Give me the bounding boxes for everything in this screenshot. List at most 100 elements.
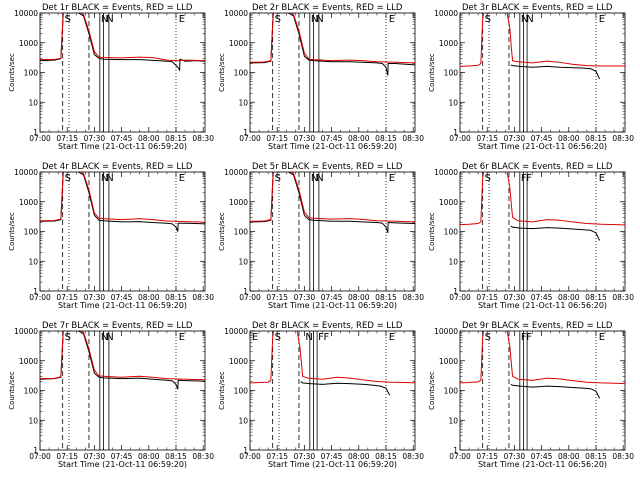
- marker-letter: E: [179, 332, 185, 343]
- x-tick-label: 08:30: [192, 452, 214, 461]
- marker-letter: E: [389, 332, 395, 343]
- lld-series-line: [460, 172, 625, 226]
- events-series-line: [40, 331, 205, 390]
- panel-title: Det 3r BLACK = Events, RED = LLD: [462, 3, 613, 13]
- marker-letter: E: [599, 332, 605, 343]
- panel-title: Det 8r BLACK = Events, RED = LLD: [252, 321, 403, 331]
- x-tick-label: 07:15: [56, 452, 78, 461]
- x-tick-label: 07:45: [321, 452, 343, 461]
- marker-lines: [272, 331, 387, 450]
- y-tick-label: 100: [24, 228, 39, 237]
- x-tick-label: 07:15: [476, 293, 498, 302]
- y-tick-label: 1000: [19, 357, 38, 366]
- y-tick-label: 10: [28, 416, 38, 425]
- marker-letter: E: [599, 14, 605, 25]
- marker-letter: F: [318, 332, 324, 343]
- x-tick-label: 07:15: [56, 293, 78, 302]
- x-axis-label: Start Time (21-Oct-11 06:59:20): [58, 301, 187, 310]
- y-tick-label: 10000: [14, 327, 38, 336]
- x-tick-label: 08:00: [138, 293, 160, 302]
- x-tick-label: 07:45: [531, 293, 553, 302]
- y-tick-label: 100: [444, 228, 459, 237]
- y-tick-label: 10000: [224, 168, 248, 177]
- x-axis-label: Start Time (21-Oct-11 06:59:20): [58, 460, 187, 469]
- marker-letter: N: [106, 332, 113, 343]
- y-tick-label: 1000: [229, 39, 248, 48]
- x-tick-label: 07:30: [294, 452, 316, 461]
- y-tick-label: 1000: [229, 198, 248, 207]
- x-tick-label: 07:45: [531, 452, 553, 461]
- y-tick-label: 10: [238, 416, 248, 425]
- lld-series-line: [250, 13, 415, 64]
- lld-series-line: [250, 331, 415, 384]
- marker-letter: N: [101, 173, 108, 184]
- lld-series-line: [40, 172, 205, 223]
- x-tick-label: 07:15: [266, 293, 288, 302]
- y-axis-label: Counts/sec: [428, 53, 436, 92]
- y-axis-label: Counts/sec: [8, 53, 16, 92]
- events-series-line: [510, 225, 601, 241]
- x-tick-label: 08:15: [585, 452, 607, 461]
- marker-lines: [272, 13, 387, 132]
- x-tick-label: 08:15: [165, 134, 187, 143]
- x-tick-label: 07:00: [239, 134, 261, 143]
- x-tick-label: 08:30: [612, 452, 634, 461]
- y-tick-label: 10: [448, 98, 458, 107]
- x-tick-label: 07:00: [29, 452, 51, 461]
- x-tick-label: 07:30: [504, 293, 526, 302]
- marker-letter: N: [311, 14, 318, 25]
- y-tick-label: 1000: [439, 198, 458, 207]
- y-tick-label: 10000: [14, 9, 38, 18]
- y-tick-label: 10: [28, 257, 38, 266]
- x-tick-label: 08:30: [612, 134, 634, 143]
- lld-series-line: [460, 13, 625, 67]
- x-tick-label: 07:15: [56, 134, 78, 143]
- x-tick-label: 07:00: [239, 452, 261, 461]
- marker-lines: [62, 331, 177, 450]
- x-tick-label: 08:15: [375, 452, 397, 461]
- marker-letter: N: [106, 173, 113, 184]
- marker-letter: S: [275, 14, 281, 25]
- x-tick-label: 07:15: [266, 452, 288, 461]
- x-tick-label: 07:00: [29, 293, 51, 302]
- y-tick-label: 1: [33, 128, 38, 137]
- x-axis-label: Start Time (21-Oct-11 06:56:20): [478, 142, 607, 151]
- x-tick-label: 08:00: [558, 452, 580, 461]
- x-tick-label: 07:45: [111, 293, 133, 302]
- y-tick-label: 10000: [14, 168, 38, 177]
- x-tick-label: 08:00: [558, 293, 580, 302]
- x-tick-label: 08:00: [348, 134, 370, 143]
- y-tick-label: 1000: [229, 357, 248, 366]
- x-tick-label: 08:00: [348, 452, 370, 461]
- marker-letter: E: [389, 14, 395, 25]
- x-tick-label: 08:00: [138, 452, 160, 461]
- y-axis-label: Counts/sec: [8, 371, 16, 410]
- x-tick-label: 07:30: [84, 134, 106, 143]
- marker-letter: E: [599, 173, 605, 184]
- y-tick-label: 10: [448, 416, 458, 425]
- detector-panel-9: Det 9r BLACK = Events, RED = LLD 1 10 100 10…: [428, 321, 634, 469]
- y-tick-label: 10: [238, 257, 248, 266]
- lld-series-line: [40, 13, 205, 62]
- x-tick-label: 07:00: [449, 452, 471, 461]
- y-tick-label: 1: [243, 128, 248, 137]
- marker-letter: S: [485, 332, 491, 343]
- panel-title: Det 1r BLACK = Events, RED = LLD: [42, 3, 193, 13]
- y-tick-label: 100: [444, 69, 459, 78]
- x-tick-label: 07:30: [504, 452, 526, 461]
- plot-frame: [459, 330, 626, 451]
- y-tick-label: 1: [33, 446, 38, 455]
- y-tick-label: 10000: [434, 327, 458, 336]
- x-tick-label: 08:00: [138, 134, 160, 143]
- marker-lines: [482, 172, 597, 291]
- marker-lines: [62, 13, 177, 132]
- x-tick-label: 07:30: [84, 293, 106, 302]
- marker-letter: E: [179, 173, 185, 184]
- x-tick-label: 08:30: [192, 134, 214, 143]
- y-tick-label: 1: [453, 446, 458, 455]
- x-axis-label: Start Time (21-Oct-11 06:59:20): [268, 142, 397, 151]
- detector-panel-7: Det 7r BLACK = Events, RED = LLD 1 10 100 10…: [8, 321, 214, 469]
- x-tick-label: 07:45: [111, 134, 133, 143]
- marker-letter: F: [526, 332, 532, 343]
